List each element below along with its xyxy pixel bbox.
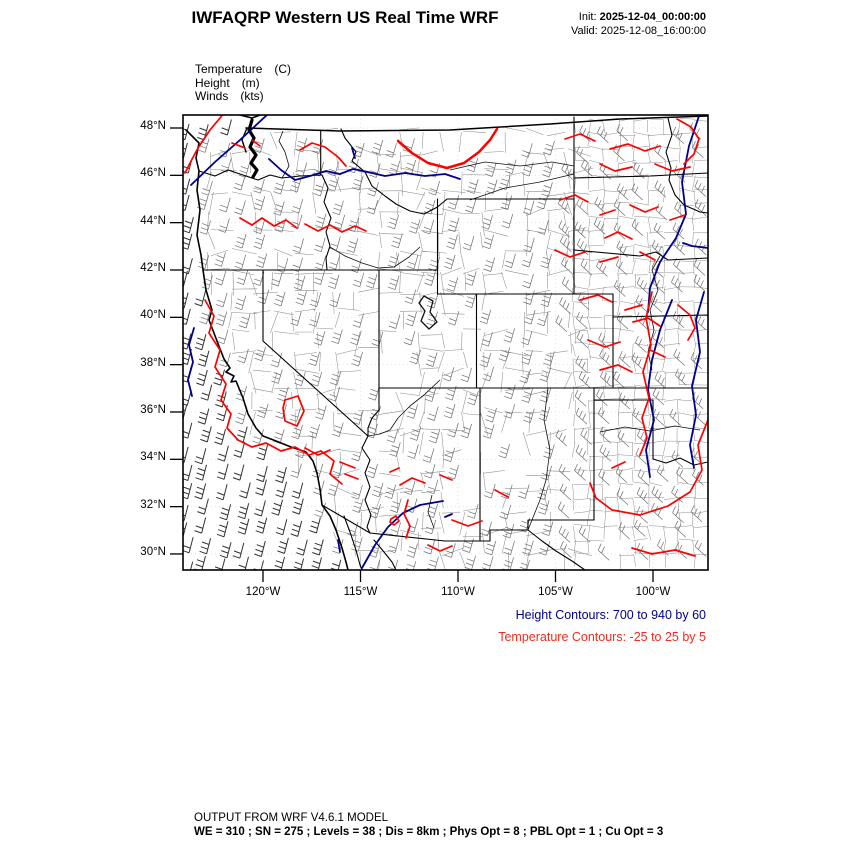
height-contour [268, 158, 461, 181]
wind-barbs [183, 119, 707, 570]
ne-ks-border [612, 314, 708, 318]
baja-gulf-west-coast [343, 515, 363, 570]
sd-ne-border [573, 249, 708, 261]
legend-row-height: Height (m) [195, 75, 260, 90]
lon-tick-label: 115°W [343, 586, 378, 598]
snake-river [329, 246, 421, 269]
lon-tick-label: 110°W [441, 586, 475, 598]
lat-tick-label: 36°N [140, 403, 166, 416]
temp-contour [282, 395, 305, 427]
yellowstone-river [469, 173, 575, 201]
rio-grande-nm [527, 387, 551, 531]
gila-river [427, 494, 435, 529]
lat-tick-label: 42°N [140, 261, 166, 274]
lat-tick-label: 34°N [140, 451, 166, 464]
great-salt-lake [418, 295, 438, 330]
canadian-river [599, 425, 701, 433]
model-version-line: OUTPUT FROM WRF V4.6.1 MODEL [194, 812, 389, 824]
temp-contour [231, 139, 261, 149]
lat-tick-label: 48°N [140, 120, 166, 132]
temp-contour [320, 450, 343, 485]
height-contour [444, 513, 453, 518]
lat-tick-label: 44°N [140, 214, 166, 227]
legend-row-winds: Winds (kts) [195, 89, 264, 103]
wa-or-border [198, 169, 323, 181]
nm-south-border [527, 519, 595, 531]
columbia-river [278, 130, 290, 179]
model-footer: OUTPUT FROM WRF V4.6.1 MODEL WE = 310 ; … [194, 811, 663, 839]
temp-contour [304, 223, 367, 233]
missouri-river-sd [647, 255, 661, 371]
lat-tick-label: 46°N [140, 167, 166, 180]
temp-contour [299, 142, 347, 167]
temp-contour [554, 194, 696, 373]
map-frame [182, 114, 709, 571]
ca-nv-border [262, 269, 369, 437]
height-contour [337, 539, 341, 553]
state-borders [185, 115, 708, 570]
mt-wy-border [436, 198, 575, 208]
red-river-border [652, 457, 708, 466]
legend-row-temperature: Temperature (C) [195, 62, 292, 76]
height-contour [682, 242, 708, 249]
init-time: Init: 2025-12-04_00:00:00 [578, 11, 706, 23]
run-times: Init: 2025-12-04_00:00:00 Valid: 2025-12… [571, 10, 706, 38]
temp-contour [204, 299, 322, 456]
height-contour [361, 500, 444, 569]
temp-contour [564, 133, 691, 172]
county-lines [206, 117, 708, 570]
lon-tick-label: 100°W [635, 586, 671, 598]
height-contours-note: Height Contours: 700 to 940 by 60 [515, 608, 706, 622]
model-params-line: WE = 310 ; SN = 275 ; Levels = 38 ; Dis … [194, 826, 664, 838]
lon-tick-label: 105°W [538, 586, 573, 598]
temp-contour [344, 467, 509, 552]
height-contour [647, 115, 701, 313]
rivers-lakes [278, 130, 701, 531]
temp-contour [239, 217, 298, 229]
ca-mexico-border [321, 504, 371, 534]
page-title: IWFAQRP Western US Real Time WRF [191, 8, 499, 27]
temp-contour [184, 115, 224, 174]
temp-contour [396, 127, 499, 170]
temperature-contours [184, 115, 708, 557]
az-mexico-border [369, 529, 529, 542]
temp-contour [611, 461, 696, 557]
height-contours [187, 115, 708, 569]
nd-mn-border [665, 117, 708, 214]
temp-contour [676, 118, 700, 165]
colorado-river-border [361, 387, 380, 534]
lat-tick-label: 38°N [140, 356, 166, 369]
missouri-river-mt [449, 161, 575, 171]
colorado-river-az [367, 379, 441, 437]
lat-tick-label: 40°N [140, 309, 166, 322]
field-legend: Temperature (C) Height (m) Winds (kts) [195, 62, 292, 104]
rio-grande-tx-border [527, 529, 586, 570]
lat-tick-label: 32°N [140, 498, 166, 511]
temp-contour [639, 291, 653, 456]
latlon-gridlines [183, 115, 708, 570]
tx-panhandle-border [593, 399, 654, 460]
valid-time: Valid: 2025-12-08_16:00:00 [571, 25, 706, 37]
temperature-contours-note: Temperature Contours: -25 to 25 by 5 [498, 630, 706, 644]
height-contour [351, 147, 356, 159]
mexico-mainland-coast [373, 539, 397, 570]
nd-sd-border [573, 172, 708, 179]
lat-tick-label: 30°N [140, 545, 166, 558]
pacific-coastline [185, 129, 349, 570]
height-contour [190, 115, 269, 186]
temp-contour [304, 447, 356, 469]
canada-border [245, 115, 708, 132]
temp-contour [589, 419, 708, 516]
id-mt-border [340, 128, 439, 215]
height-contour [187, 327, 195, 397]
lon-tick-label: 120°W [245, 586, 281, 598]
axis-ticks [170, 127, 654, 582]
height-contour [689, 291, 705, 469]
